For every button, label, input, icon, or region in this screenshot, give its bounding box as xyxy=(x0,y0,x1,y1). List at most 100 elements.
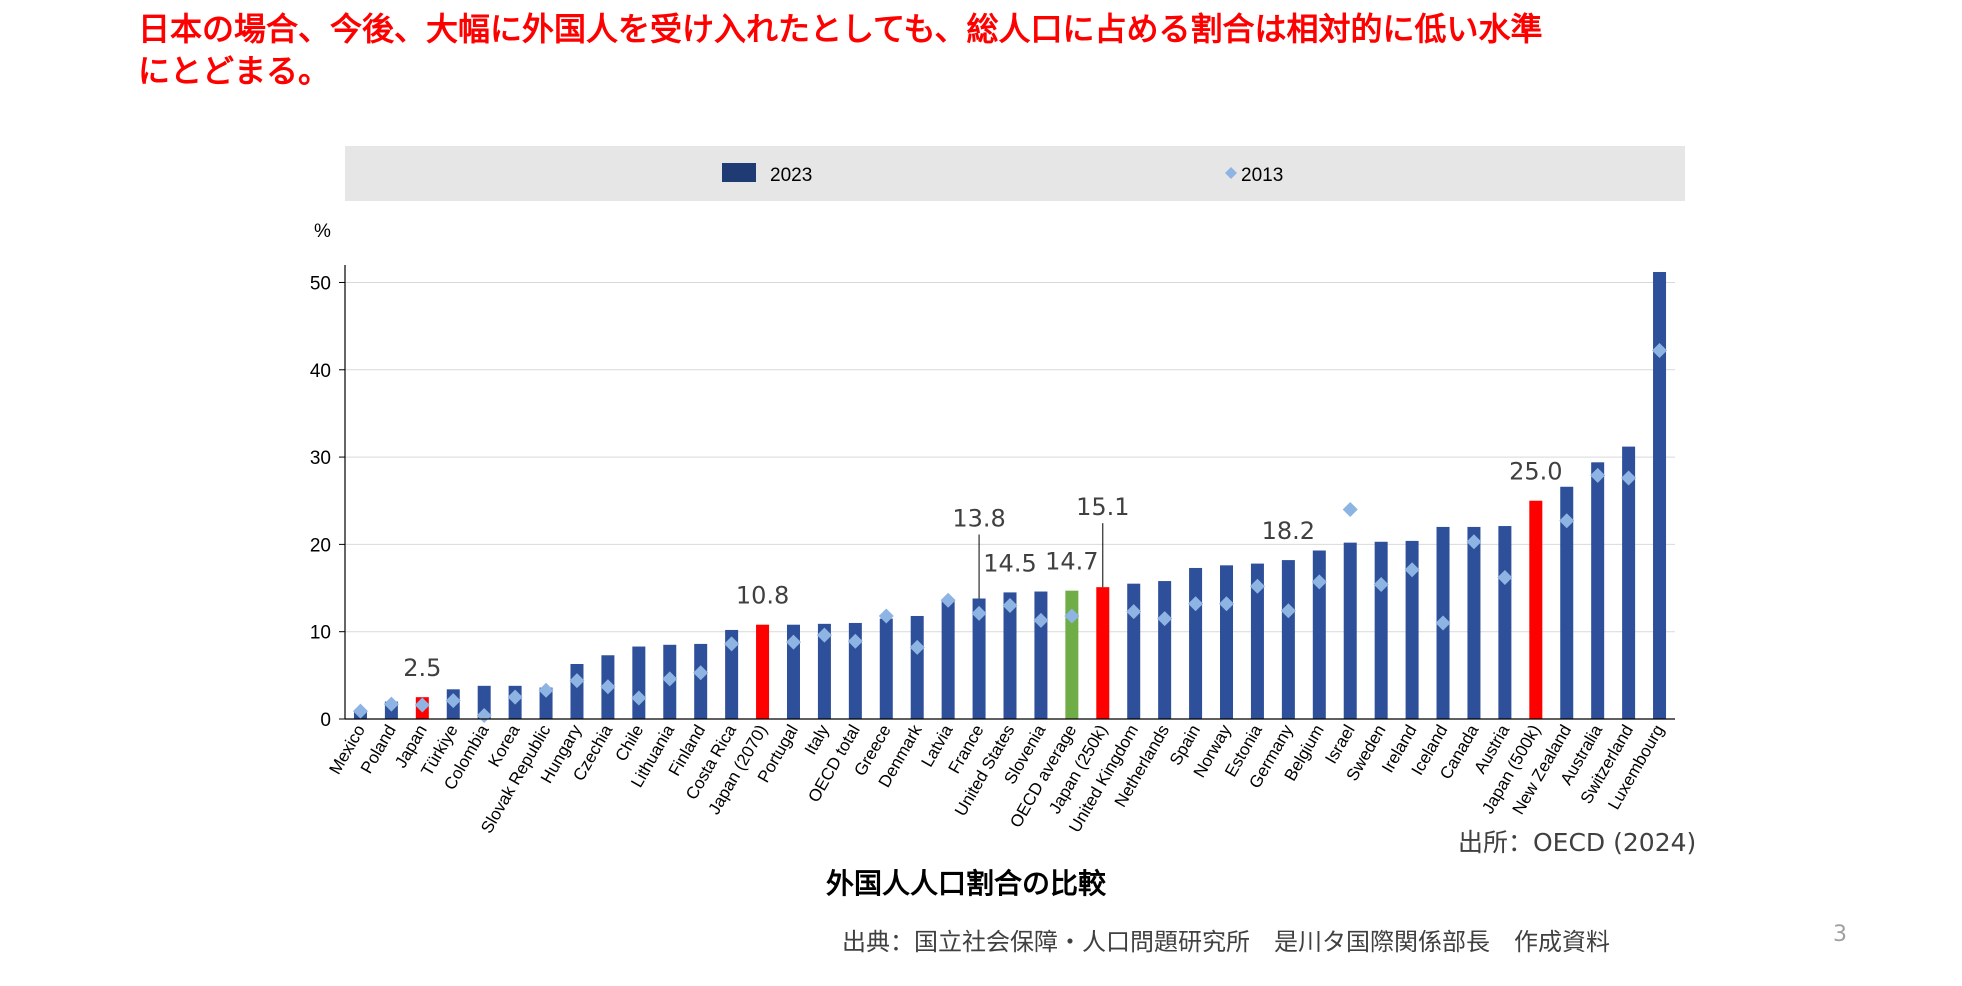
marker-2013-new-zealand xyxy=(1559,513,1575,529)
bar-japan-250k xyxy=(1096,587,1110,719)
bar-belgium xyxy=(1312,550,1326,719)
marker-2013-latvia xyxy=(940,592,956,608)
marker-2013-luxembourg xyxy=(1652,343,1668,359)
marker-2013-japan xyxy=(414,697,430,713)
ytick-label-10: 10 xyxy=(310,623,331,644)
marker-2013-hungary xyxy=(569,673,585,689)
bar-switzerland xyxy=(1622,446,1636,719)
bar-costa-rica xyxy=(725,629,739,719)
marker-2013-norway xyxy=(1219,596,1235,612)
bar-slovak-republic xyxy=(539,687,553,719)
markers-2013 xyxy=(352,343,1668,724)
bar-hungary xyxy=(570,663,584,719)
source-note: 出所：OECD (2024) xyxy=(1458,828,1697,857)
marker-2013-belgium xyxy=(1311,574,1327,590)
marker-2013-austria xyxy=(1497,570,1513,586)
ytick-label-0: 0 xyxy=(320,710,331,731)
marker-2013-spain xyxy=(1188,596,1204,612)
marker-2013-oecd-total xyxy=(847,633,863,649)
legend-label-2023: 2023 xyxy=(770,165,812,186)
bar-sweden xyxy=(1374,541,1388,719)
marker-2013-united-kingdom xyxy=(1126,604,1142,620)
marker-2013-costa-rica xyxy=(724,636,740,652)
marker-2013-t-rkiye xyxy=(445,693,461,709)
ytick-label-50: 50 xyxy=(310,273,331,294)
marker-2013-iceland xyxy=(1435,615,1451,631)
marker-2013-italy xyxy=(816,627,832,643)
marker-2013-oecd-average xyxy=(1064,608,1080,624)
data-labels: 2.5 10.8 13.8 14.5 14.7 15.1 18.2 25.0 xyxy=(403,458,1562,682)
data-label-france: 13.8 xyxy=(952,505,1005,533)
page-number: 3 xyxy=(1833,922,1847,947)
legend-label-2013: 2013 xyxy=(1241,165,1283,186)
y-axis-ticks: 0 10 20 30 40 50 xyxy=(310,273,345,731)
bar-canada xyxy=(1467,526,1481,719)
bar-australia xyxy=(1591,462,1605,719)
data-label-japan-2070: 10.8 xyxy=(736,582,789,610)
bar-denmark xyxy=(910,615,924,719)
marker-2013-ireland xyxy=(1404,562,1420,578)
axes xyxy=(344,265,1675,720)
gridlines xyxy=(345,281,1675,633)
marker-2013-israel xyxy=(1342,501,1358,517)
bar-finland xyxy=(694,643,708,719)
marker-2013-germany xyxy=(1280,603,1296,619)
marker-2013-france xyxy=(971,605,987,621)
bar-united-kingdom xyxy=(1127,583,1141,719)
y-axis-unit-label: % xyxy=(314,221,331,242)
marker-2013-switzerland xyxy=(1621,470,1637,486)
bar-spain xyxy=(1189,567,1203,719)
marker-2013-greece xyxy=(878,608,894,624)
bar-austria xyxy=(1498,526,1512,719)
bar-colombia xyxy=(477,685,491,719)
marker-2013-korea xyxy=(507,689,523,705)
bar-luxembourg xyxy=(1653,271,1667,719)
legend-swatch-2013 xyxy=(1225,167,1237,179)
marker-2013-finland xyxy=(693,665,709,681)
marker-2013-slovenia xyxy=(1033,612,1049,628)
legend-swatch-2023 xyxy=(722,163,756,182)
ytick-label-40: 40 xyxy=(310,361,331,382)
marker-2013-sweden xyxy=(1373,577,1389,593)
marker-2013-canada xyxy=(1466,534,1482,550)
ytick-label-30: 30 xyxy=(310,448,331,469)
bar-chile xyxy=(632,646,646,719)
bar-japan-500k xyxy=(1529,500,1543,719)
bar-latvia xyxy=(941,599,955,719)
data-label-japan-250k: 15.1 xyxy=(1076,493,1129,521)
ytick-label-20: 20 xyxy=(310,535,331,556)
bar-netherlands xyxy=(1158,581,1172,719)
bar-germany xyxy=(1281,560,1295,719)
slide-headline: 日本の場合、今後、大幅に外国人を受け入れたとしても、総人口に占める割合は相対的に… xyxy=(138,8,1838,92)
bar-new-zealand xyxy=(1560,486,1574,719)
bar-norway xyxy=(1220,565,1234,719)
marker-2013-estonia xyxy=(1249,578,1265,594)
bar-estonia xyxy=(1250,563,1264,719)
data-label-united-states: 14.5 xyxy=(983,549,1036,577)
bars-2023 xyxy=(353,271,1667,719)
bar-israel xyxy=(1343,542,1357,719)
x-axis-labels: MexicoPolandJapanTürkiyeColombiaKoreaSlo… xyxy=(326,721,1668,837)
data-label-japan: 2.5 xyxy=(403,654,441,682)
marker-2013-czechia xyxy=(600,679,616,695)
chart-caption: 外国人人口割合の比較 xyxy=(826,867,1107,900)
marker-2013-australia xyxy=(1590,467,1606,483)
marker-2013-netherlands xyxy=(1157,611,1173,627)
bar-oecd-average xyxy=(1065,590,1079,719)
xlabel-italy: Italy xyxy=(801,721,833,758)
bar-united-states xyxy=(1003,592,1017,719)
data-label-japan-500k: 25.0 xyxy=(1509,458,1562,486)
credit-line: 出典：国立社会保障・人口問題研究所 是川タ国際関係部長 作成資料 xyxy=(842,928,1610,956)
marker-2013-slovak-republic xyxy=(538,682,554,698)
marker-2013-chile xyxy=(631,690,647,706)
data-label-germany: 18.2 xyxy=(1262,517,1315,545)
bar-oecd-total xyxy=(848,622,862,719)
marker-2013-denmark xyxy=(909,639,925,655)
marker-2013-poland xyxy=(383,696,399,712)
marker-2013-portugal xyxy=(785,634,801,650)
data-label-oecd-average: 14.7 xyxy=(1045,548,1098,576)
bar-france xyxy=(972,598,986,719)
bar-italy xyxy=(817,623,831,719)
bar-japan-2070 xyxy=(756,624,770,719)
